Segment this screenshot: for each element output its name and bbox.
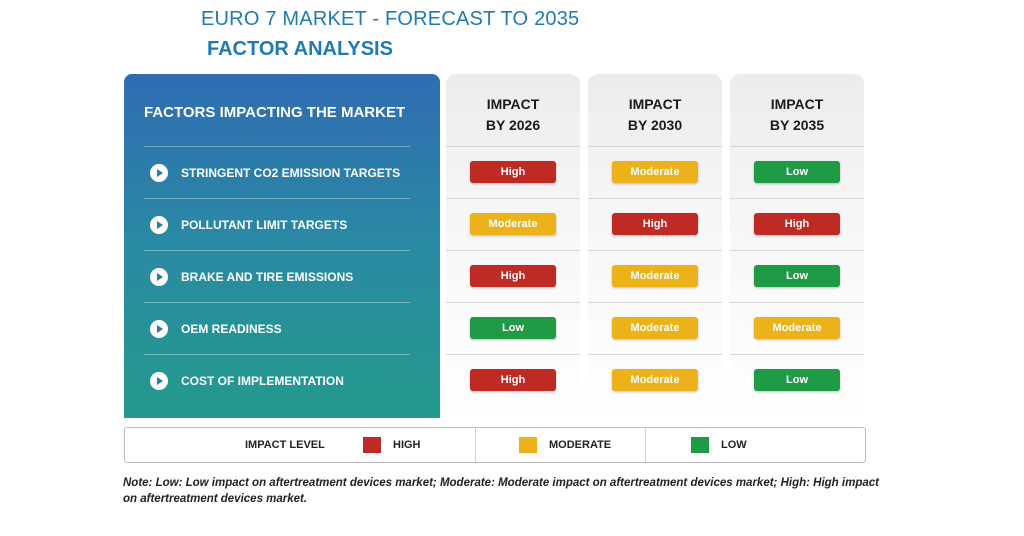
impact-cell: Moderate xyxy=(730,302,864,354)
play-icon xyxy=(150,372,168,390)
impact-badge: High xyxy=(470,265,556,287)
column-header: IMPACT BY 2030 xyxy=(588,94,722,136)
impact-cell: Low xyxy=(446,302,580,354)
play-icon xyxy=(150,164,168,182)
impact-badge: Low xyxy=(754,161,840,183)
legend-title: IMPACT LEVEL xyxy=(245,439,325,451)
page-subtitle: FACTOR ANALYSIS xyxy=(207,38,393,60)
impact-cell: Moderate xyxy=(588,250,722,302)
impact-badge: High xyxy=(470,369,556,391)
factors-header: FACTORS IMPACTING THE MARKET xyxy=(144,104,406,121)
column-header-line1: IMPACT xyxy=(770,96,824,112)
impact-cell: High xyxy=(446,250,580,302)
impact-badge: High xyxy=(612,213,698,235)
factor-row: STRINGENT CO2 EMISSION TARGETS xyxy=(144,146,410,198)
impact-badge: Moderate xyxy=(612,369,698,391)
impact-cell: High xyxy=(446,146,580,198)
factor-label: BRAKE AND TIRE EMISSIONS xyxy=(181,270,354,284)
factor-label: COST OF IMPLEMENTATION xyxy=(181,374,344,388)
impact-badge: Moderate xyxy=(612,265,698,287)
impact-cell: Low xyxy=(730,146,864,198)
impact-cell: Low xyxy=(730,354,864,406)
factor-label: STRINGENT CO2 EMISSION TARGETS xyxy=(181,166,401,180)
factor-row: POLLUTANT LIMIT TARGETS xyxy=(144,198,410,250)
page-title: EURO 7 MARKET - FORECAST TO 2035 xyxy=(201,8,580,30)
column-header-line2: BY 2026 xyxy=(485,117,541,133)
impact-badge: Low xyxy=(754,265,840,287)
factor-label: POLLUTANT LIMIT TARGETS xyxy=(181,218,348,232)
impact-badge: Moderate xyxy=(470,213,556,235)
impact-cell: High xyxy=(730,198,864,250)
impact-badge: Low xyxy=(470,317,556,339)
legend-label-high: HIGH xyxy=(393,439,421,451)
play-icon xyxy=(150,320,168,338)
legend-label-low: LOW xyxy=(721,439,747,451)
factors-panel: FACTORS IMPACTING THE MARKET STRINGENT C… xyxy=(124,74,440,418)
impact-cell: High xyxy=(446,354,580,406)
legend-divider xyxy=(645,428,646,462)
column-header-line2: BY 2035 xyxy=(769,117,825,133)
column-header-line1: IMPACT xyxy=(628,96,682,112)
footnote: Note: Low: Low impact on aftertreatment … xyxy=(123,477,879,505)
factor-row: OEM READINESS xyxy=(144,302,410,354)
impact-column-2030: IMPACT BY 2030 Moderate High Moderate Mo… xyxy=(588,74,722,418)
impact-cell: Moderate xyxy=(588,354,722,406)
factor-label: OEM READINESS xyxy=(181,322,282,336)
legend-label-moderate: MODERATE xyxy=(549,439,612,451)
impact-badge: High xyxy=(754,213,840,235)
impact-badge: High xyxy=(470,161,556,183)
factor-row: COST OF IMPLEMENTATION xyxy=(144,354,410,406)
impact-badge: Moderate xyxy=(612,161,698,183)
legend-swatch-low xyxy=(691,437,709,453)
impact-cell: Low xyxy=(730,250,864,302)
impact-legend: IMPACT LEVEL HIGH MODERATE LOW xyxy=(124,427,866,463)
impact-column-2035: IMPACT BY 2035 Low High Low Moderate Low xyxy=(730,74,864,418)
column-header: IMPACT BY 2026 xyxy=(446,94,580,136)
impact-badge: Moderate xyxy=(612,317,698,339)
play-icon xyxy=(150,268,168,286)
column-header-line1: IMPACT xyxy=(486,96,540,112)
impact-cell: Moderate xyxy=(588,146,722,198)
impact-cell: Moderate xyxy=(446,198,580,250)
legend-swatch-high xyxy=(363,437,381,453)
legend-swatch-moderate xyxy=(519,437,537,453)
impact-cell: High xyxy=(588,198,722,250)
impact-cell: Moderate xyxy=(588,302,722,354)
impact-badge: Moderate xyxy=(754,317,840,339)
legend-divider xyxy=(475,428,476,462)
impact-badge: Low xyxy=(754,369,840,391)
column-header: IMPACT BY 2035 xyxy=(730,94,864,136)
impact-column-2026: IMPACT BY 2026 High Moderate High Low Hi… xyxy=(446,74,580,418)
play-icon xyxy=(150,216,168,234)
column-header-line2: BY 2030 xyxy=(627,117,683,133)
factor-row: BRAKE AND TIRE EMISSIONS xyxy=(144,250,410,302)
